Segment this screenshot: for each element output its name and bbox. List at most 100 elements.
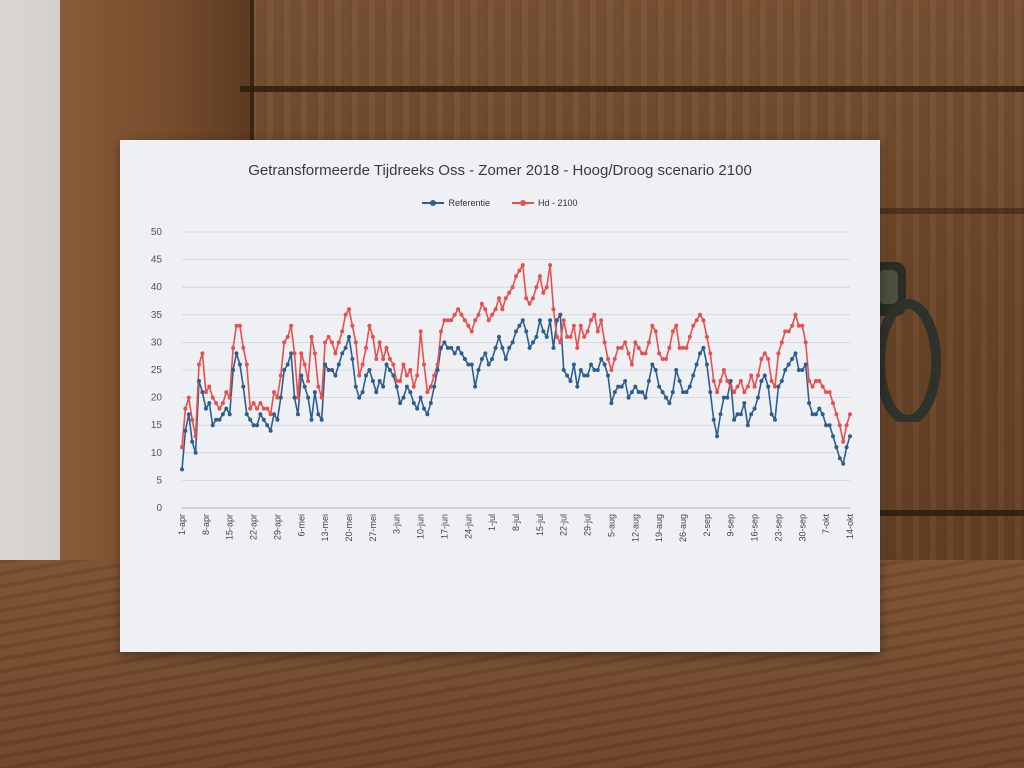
data-point-referentie (292, 395, 297, 400)
data-point-hd-2100 (602, 340, 607, 345)
data-point-referentie (711, 417, 716, 422)
data-point-referentie (752, 406, 757, 411)
data-point-hd-2100 (469, 329, 474, 334)
data-point-referentie (619, 384, 624, 389)
data-point-hd-2100 (272, 390, 276, 395)
data-point-referentie (561, 368, 566, 372)
data-point-referentie (616, 384, 621, 389)
data-point-referentie (180, 467, 184, 472)
x-tick-label: 3-jun (392, 514, 402, 534)
series-line-referentie (181, 312, 851, 470)
data-point-hd-2100 (834, 412, 839, 417)
data-point-referentie (537, 318, 542, 323)
data-point-hd-2100 (319, 395, 324, 400)
data-point-hd-2100 (295, 395, 300, 400)
data-point-referentie (735, 412, 740, 417)
data-point-hd-2100 (435, 362, 440, 367)
data-point-referentie (248, 417, 253, 422)
data-point-hd-2100 (234, 323, 239, 328)
data-point-hd-2100 (565, 334, 570, 339)
data-point-hd-2100 (241, 345, 246, 350)
data-point-referentie (302, 384, 307, 389)
data-point-hd-2100 (401, 362, 406, 367)
data-point-hd-2100 (769, 379, 774, 383)
data-point-hd-2100 (551, 307, 556, 312)
data-point-hd-2100 (640, 351, 645, 356)
x-tick-label: 6-mei (296, 514, 306, 537)
data-point-hd-2100 (330, 340, 334, 345)
data-point-hd-2100 (783, 329, 788, 334)
data-point-hd-2100 (824, 390, 829, 395)
data-point-referentie (810, 412, 815, 417)
data-point-hd-2100 (500, 307, 505, 312)
data-point-hd-2100 (585, 329, 590, 334)
data-point-referentie (568, 379, 573, 383)
data-point-referentie (841, 461, 846, 466)
data-point-hd-2100 (268, 412, 273, 417)
data-point-hd-2100 (749, 373, 754, 378)
data-point-referentie (803, 362, 808, 367)
data-point-referentie (551, 345, 556, 350)
data-point-hd-2100 (677, 345, 682, 350)
data-point-hd-2100 (244, 362, 249, 367)
data-point-hd-2100 (350, 323, 355, 328)
data-point-referentie (677, 379, 682, 383)
data-point-referentie (278, 395, 283, 400)
data-point-hd-2100 (425, 390, 430, 395)
chart-legend: Referentie Hd - 2100 (120, 198, 880, 208)
data-point-hd-2100 (796, 323, 801, 328)
data-point-referentie (824, 423, 829, 428)
data-point-referentie (745, 423, 750, 428)
data-point-hd-2100 (571, 323, 576, 328)
data-point-hd-2100 (411, 384, 416, 389)
data-point-referentie (510, 340, 515, 345)
data-point-hd-2100 (790, 323, 795, 328)
data-point-hd-2100 (360, 362, 365, 367)
x-tick-label: 20-mei (344, 514, 354, 542)
data-point-referentie (306, 395, 311, 400)
data-point-referentie (766, 384, 771, 389)
data-point-referentie (756, 395, 760, 400)
data-point-hd-2100 (711, 379, 716, 383)
data-point-hd-2100 (299, 351, 304, 356)
data-point-hd-2100 (752, 384, 757, 389)
data-point-hd-2100 (715, 390, 720, 395)
data-point-referentie (623, 379, 628, 383)
data-point-hd-2100 (367, 323, 372, 328)
data-point-referentie (848, 434, 852, 439)
data-point-referentie (466, 362, 471, 367)
data-point-referentie (558, 312, 563, 317)
data-point-hd-2100 (558, 340, 563, 345)
data-point-referentie (237, 362, 242, 367)
data-point-referentie (408, 390, 413, 395)
data-point-referentie (742, 401, 747, 406)
data-point-hd-2100 (503, 296, 508, 301)
data-point-hd-2100 (217, 406, 222, 411)
chart-printout: Getransformeerde Tijdreeks Oss - Zomer 2… (120, 140, 880, 652)
data-point-referentie (769, 412, 774, 417)
data-point-referentie (759, 379, 764, 383)
data-point-referentie (381, 384, 386, 389)
data-point-referentie (384, 362, 389, 367)
data-point-hd-2100 (623, 340, 628, 345)
data-point-hd-2100 (486, 318, 491, 323)
data-point-referentie (497, 334, 501, 339)
data-point-referentie (790, 357, 795, 361)
data-point-hd-2100 (364, 345, 368, 350)
data-point-referentie (715, 434, 720, 439)
data-point-referentie (442, 340, 447, 345)
data-point-hd-2100 (224, 390, 229, 395)
data-point-hd-2100 (837, 423, 842, 428)
data-point-hd-2100 (200, 351, 205, 356)
data-point-hd-2100 (278, 373, 283, 378)
data-point-hd-2100 (343, 312, 348, 317)
x-tick-label: 13-mei (320, 514, 330, 542)
data-point-referentie (483, 351, 488, 356)
data-point-hd-2100 (197, 362, 201, 367)
data-point-referentie (299, 373, 304, 378)
data-point-referentie (599, 357, 604, 361)
data-point-hd-2100 (841, 439, 846, 444)
data-point-referentie (643, 395, 648, 400)
x-tick-label: 5-aug (606, 514, 616, 537)
data-point-referentie (500, 345, 505, 350)
